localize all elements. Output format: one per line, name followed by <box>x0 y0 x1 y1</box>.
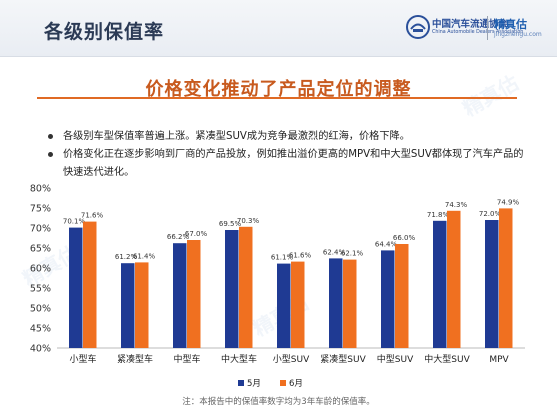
bar <box>225 230 239 348</box>
x-tick-label: 中型SUV <box>377 353 414 365</box>
data-label: 74.9% <box>497 198 520 206</box>
data-label: 66.0% <box>393 234 416 242</box>
data-label: 74.3% <box>445 201 468 209</box>
brand-name: 精真估 <box>494 18 527 31</box>
page-title: 各级别保值率 <box>44 21 165 43</box>
y-tick-label: 40% <box>30 344 51 355</box>
association-name: 中国汽车流通协会 <box>432 19 509 30</box>
x-tick-label: 紧凑型SUV <box>320 353 366 365</box>
data-label: 64.4% <box>375 240 398 248</box>
y-tick-label: 50% <box>30 304 51 315</box>
data-label: 71.8% <box>427 211 450 219</box>
data-label: 70.3% <box>237 217 260 225</box>
data-label: 61.1% <box>271 254 294 262</box>
y-tick-label: 75% <box>30 204 51 215</box>
bar <box>187 240 201 348</box>
legend-label: 5月 <box>247 379 261 389</box>
x-tick-label: 中型车 <box>173 353 200 365</box>
bullet-list: 各级别车型保值率普遍上涨。紧凑型SUV成为竞争最激烈的红海，价格下降。 价格变化… <box>48 128 528 182</box>
y-tick-label: 80% <box>30 184 51 195</box>
bar <box>447 210 461 348</box>
logo-divider <box>487 16 488 40</box>
y-tick-label: 60% <box>30 264 51 275</box>
legend-swatch <box>280 380 286 386</box>
y-tick-label: 70% <box>30 224 51 235</box>
association-name-en: China Automobile Dealers Association <box>432 30 524 35</box>
footnote: 注：本报告中的保值率数字均为3年车龄的保值率。 <box>182 397 375 407</box>
data-label: 72.0% <box>479 210 502 218</box>
legend-swatch <box>238 380 244 386</box>
data-label: 67.0% <box>185 230 208 238</box>
data-label: 66.2% <box>167 233 190 241</box>
data-label: 61.4% <box>133 252 156 260</box>
bar <box>277 263 291 348</box>
legend-label: 6月 <box>289 379 303 389</box>
bar <box>395 244 409 348</box>
data-label: 70.1% <box>63 218 86 226</box>
x-tick-label: MPV <box>489 355 509 365</box>
data-label: 62.4% <box>323 248 346 256</box>
data-label: 61.2% <box>115 253 138 261</box>
bar <box>239 226 253 348</box>
bar <box>83 221 97 348</box>
data-label: 71.6% <box>81 212 104 220</box>
data-label: 61.6% <box>289 252 312 260</box>
bullet-dot-icon <box>48 134 53 139</box>
bullet-text: 各级别车型保值率普遍上涨。紧凑型SUV成为竞争最激烈的红海，价格下降。 <box>63 131 410 142</box>
bullet-dot-icon <box>48 152 53 157</box>
data-label: 69.5% <box>219 220 242 228</box>
bar <box>499 208 513 348</box>
y-tick-label: 45% <box>30 324 51 335</box>
bar <box>485 220 499 348</box>
bar <box>291 261 305 348</box>
x-tick-label: 中大型车 <box>221 353 257 365</box>
bar <box>343 259 357 348</box>
bar <box>135 262 149 348</box>
bar-chart: 40% 45% 50% 55% 60% 65% 70% 75% 80% 70.1%71.6% 小型车… <box>30 184 525 389</box>
x-tick-label: 小型SUV <box>273 354 310 365</box>
header-bar: 各级别保值率 中国汽车流通协会 China Automobile Dealers… <box>0 0 557 57</box>
y-tick-label: 65% <box>30 244 51 255</box>
brand-url: jingzhengu.com <box>494 31 542 38</box>
x-tick-label: 紧凑型车 <box>117 353 153 365</box>
subtitle-underline <box>37 97 517 99</box>
bar <box>433 220 447 348</box>
x-tick-label: 小型车 <box>69 353 96 365</box>
bar <box>381 250 395 348</box>
bullet-item: 价格变化正在逐步影响到厂商的产品投放，例如推出溢价更高的MPV和中大型SUV都体… <box>48 146 528 182</box>
bullet-text: 价格变化正在逐步影响到厂商的产品投放，例如推出溢价更高的MPV和中大型SUV都体… <box>63 149 524 178</box>
bullet-item: 各级别车型保值率普遍上涨。紧凑型SUV成为竞争最激烈的红海，价格下降。 <box>48 128 528 146</box>
bar <box>69 227 83 348</box>
data-label: 62.1% <box>341 250 364 258</box>
x-tick-label: 中大型SUV <box>424 353 470 365</box>
bar <box>173 243 187 348</box>
y-tick-label: 55% <box>30 284 51 295</box>
bar <box>329 258 343 348</box>
association-logo-icon <box>406 15 430 39</box>
bar <box>121 263 135 348</box>
slide-subtitle: 价格变化推动了产品定位的调整 <box>145 79 412 100</box>
